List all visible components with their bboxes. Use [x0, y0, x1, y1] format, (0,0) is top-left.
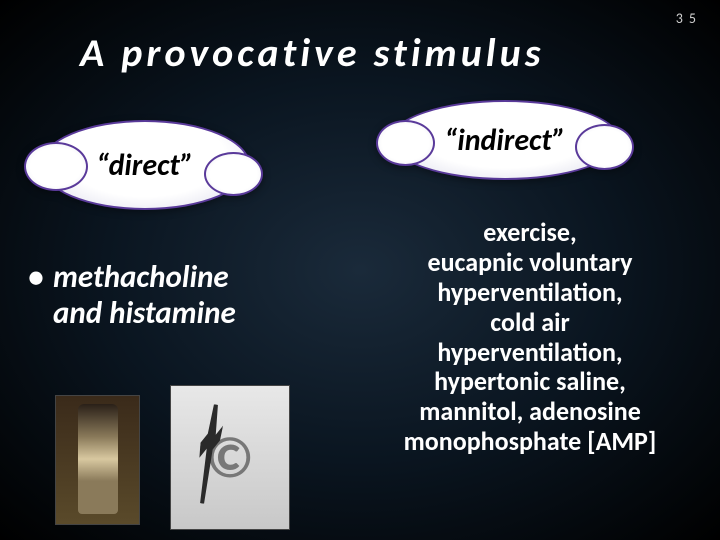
cloud-direct-label: “direct” [96, 147, 193, 184]
cloud-indirect-label: “indirect” [444, 122, 565, 159]
slide-title: A provocative stimulus [80, 28, 544, 77]
cloud-direct: “direct” [40, 120, 250, 210]
copyright-icon: © [206, 422, 254, 493]
direct-line1: methacholine [53, 258, 229, 296]
yoga-image: © [170, 385, 290, 530]
cloud-indirect: “indirect” [390, 100, 620, 180]
bullet-marker: • [28, 260, 46, 296]
indirect-stimuli-text: exercise,eucapnic voluntaryhyperventilat… [360, 218, 700, 457]
page-number: 35 [676, 10, 702, 27]
direct-line2: and histamine [53, 294, 236, 332]
vial-image [55, 395, 140, 525]
direct-stimuli-text: • methacholine • and histamine [28, 260, 348, 331]
